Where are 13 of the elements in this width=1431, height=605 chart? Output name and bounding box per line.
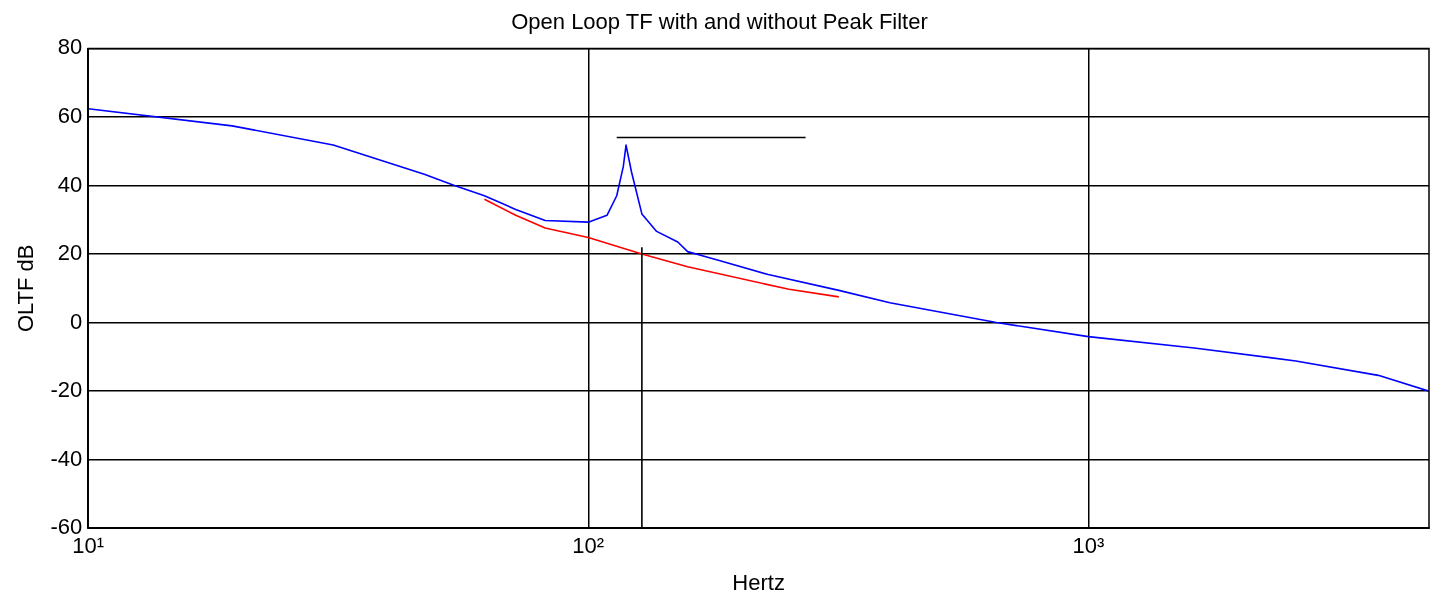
x-tick-label: 10¹: [72, 533, 105, 559]
y-tick-label: -40: [50, 445, 83, 471]
y-axis-title: OLTF dB: [13, 244, 39, 333]
y-tick-label: 40: [57, 171, 83, 197]
y-tick-label: 80: [57, 34, 83, 60]
y-tick-label: -20: [50, 377, 83, 403]
y-tick-label: 60: [57, 103, 83, 129]
x-tick-label: 10²: [572, 533, 605, 559]
y-tick-label: 20: [57, 240, 83, 266]
x-tick-label: 10³: [1072, 533, 1105, 559]
chart-title: Open Loop TF with and without Peak Filter: [511, 9, 928, 35]
x-axis-title: Hertz: [732, 569, 785, 595]
y-tick-label: 0: [69, 308, 83, 334]
